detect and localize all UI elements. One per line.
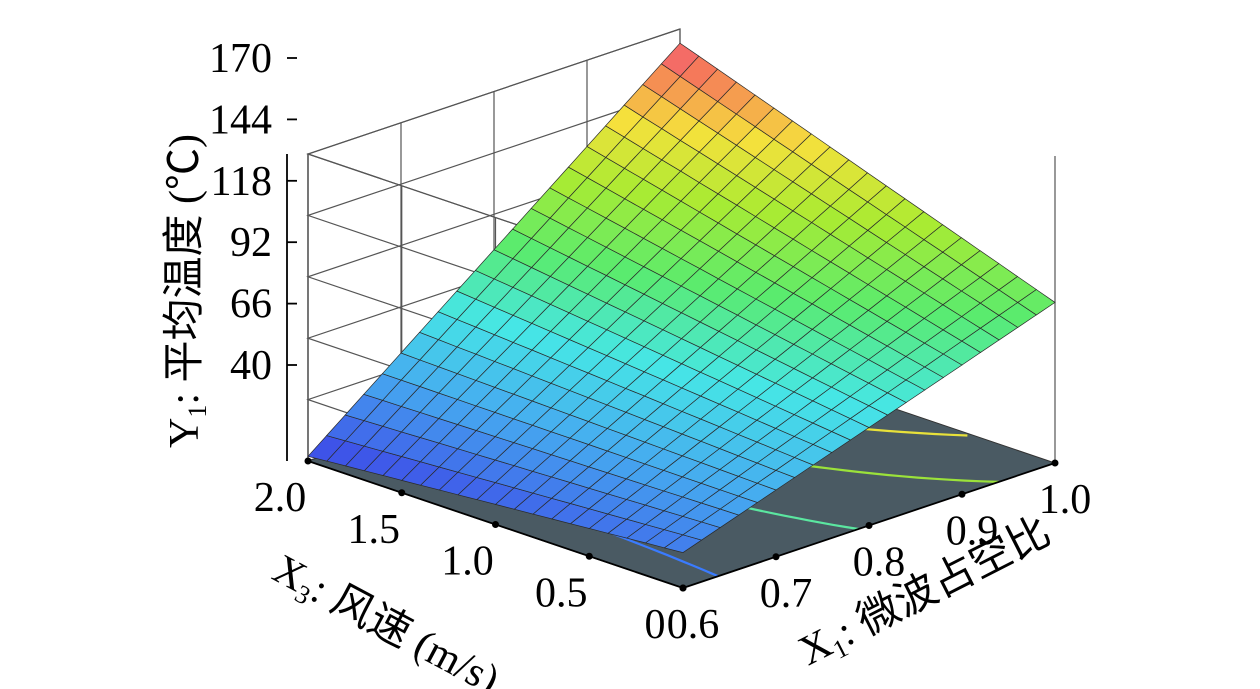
z-tick-label: 66 [230,282,272,328]
z-axis-title: Y1: 平均温度 (℃) [162,134,212,448]
x1-tick-mark [772,553,780,561]
x3-tick-mark [304,457,312,465]
x3-tick-label: 1.0 [441,539,494,585]
x1-tick-label: 0.9 [946,508,999,554]
x1-tick-label: 0.7 [760,571,813,617]
z-tick-label: 144 [209,97,272,143]
x1-tick-label: 1.0 [1039,477,1092,523]
x3-tick-label: 1.5 [348,507,401,553]
x1-tick-mark [1051,459,1059,467]
z-tick-label: 118 [211,159,272,205]
x1-tick-label: 0.6 [667,602,720,648]
x3-tick-mark [679,584,687,592]
x1-tick-mark [865,522,873,529]
z-tick-label: 92 [230,220,272,266]
tick-labels: 40 66 92 118 144 170 0.6 0.7 0.8 0.9 1.0 0 0.5 1.0 1.5… [209,36,1091,648]
x1-tick-label: 0.8 [853,540,906,586]
response-surface [307,42,1056,553]
x3-tick-label: 0 [645,602,666,648]
x3-tick-mark [492,521,499,528]
x3-tick-mark [398,489,406,497]
x3-tick-label: 0.5 [535,570,588,616]
x3-tick-label: 2.0 [254,475,307,521]
z-tick-label: 170 [209,36,272,82]
x3-tick-mark [585,552,593,560]
surface-cell [660,42,700,77]
z-tick-label: 40 [230,343,272,389]
x1-tick-mark [958,490,966,498]
